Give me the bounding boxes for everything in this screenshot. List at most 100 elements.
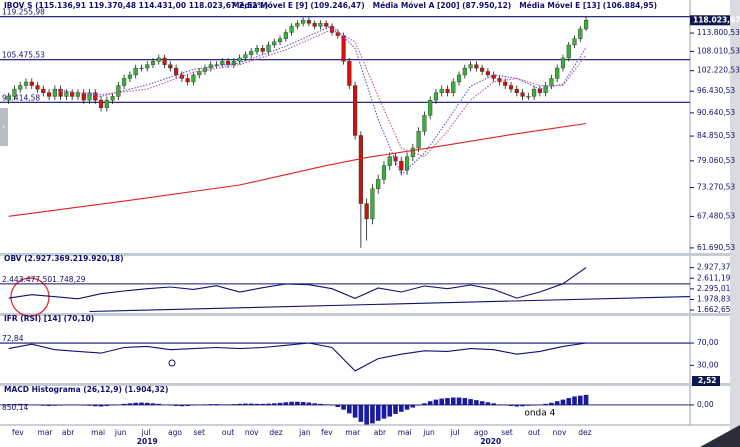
candle-body	[445, 88, 450, 93]
candle-body	[70, 92, 75, 97]
panel-title: IBOV S (115.136,91 119.370,48 114.431,00…	[4, 1, 268, 10]
x-tick-label: ago	[474, 428, 488, 437]
histogram-bar	[468, 399, 473, 405]
histogram-bar	[92, 404, 98, 407]
histogram-bar	[543, 403, 548, 405]
candle-body	[220, 61, 225, 65]
candle-body	[468, 64, 473, 69]
candle-body	[555, 67, 560, 79]
candle-body	[127, 74, 132, 79]
candle-body	[456, 74, 462, 83]
candle-body	[508, 85, 514, 90]
histogram-bar	[150, 403, 156, 405]
side-bar	[730, 0, 740, 447]
candle-body	[514, 88, 519, 93]
histogram-bar	[560, 399, 566, 405]
candle-body	[306, 20, 311, 24]
histogram-bar	[156, 403, 162, 405]
histogram-bar	[352, 404, 358, 418]
candle-body	[243, 54, 248, 59]
panel-title: OBV (2.927.369.219.920,18)	[4, 254, 124, 263]
candle-body	[150, 61, 156, 65]
candle-body	[324, 23, 329, 27]
histogram-bar	[173, 404, 179, 406]
histogram-bar	[427, 401, 433, 405]
histogram-bar	[139, 402, 144, 405]
candle-body	[12, 88, 17, 97]
candle-body	[578, 28, 583, 39]
last-price-box	[690, 15, 730, 26]
histogram-bar	[577, 395, 583, 405]
marker-circle	[168, 359, 176, 367]
candle-body	[266, 44, 271, 52]
candle-body	[87, 92, 92, 101]
x-tick-label: ago	[168, 428, 182, 437]
candle-body	[6, 96, 11, 101]
candle-body	[497, 78, 502, 83]
left-label: 850,14	[2, 403, 28, 412]
candle-body	[526, 96, 531, 98]
histogram-bar	[381, 404, 387, 419]
x-tick-label: set	[193, 428, 205, 437]
histogram-bar	[127, 403, 133, 405]
candle-body	[451, 81, 456, 93]
x-tick-label: jul	[450, 428, 460, 437]
x-tick-label: nov	[245, 428, 259, 437]
series-line	[54, 25, 587, 176]
x-tick-label: jul	[141, 428, 151, 437]
candle-body	[81, 92, 86, 101]
candle-body	[133, 67, 138, 76]
histogram-bar	[289, 401, 294, 405]
candle-body	[543, 85, 548, 93]
x-tick-label: mar	[38, 428, 54, 437]
legend-entry: Média Móvel E [13] (106.884,95)	[519, 1, 657, 10]
candle-body	[439, 88, 444, 93]
badge-label: 2,52	[698, 376, 717, 385]
candle-body	[381, 165, 387, 180]
candle-body	[295, 23, 300, 27]
histogram-bar	[358, 404, 364, 422]
y-tick-label: 0,00	[697, 400, 714, 409]
candle-body	[139, 67, 144, 70]
histogram-bar	[300, 402, 306, 405]
level-label: 2.443.477.501.748,29	[2, 275, 86, 284]
histogram-bar	[520, 404, 525, 407]
x-tick-label: set	[501, 428, 513, 437]
histogram-bar	[456, 397, 462, 405]
side-tab[interactable]	[0, 108, 8, 146]
candle-body	[358, 135, 363, 204]
histogram-bar	[583, 394, 589, 405]
histogram-bar	[144, 402, 150, 405]
candle-body	[168, 64, 173, 69]
histogram-bar	[479, 401, 485, 405]
candle-body	[572, 38, 577, 46]
x-tick-label: dez	[269, 428, 282, 437]
candle-body	[560, 57, 566, 69]
annotation-box	[522, 407, 558, 420]
x-tick-label: dez	[578, 428, 591, 437]
histogram-bar	[445, 398, 450, 405]
histogram-bar	[393, 404, 398, 414]
histogram-bar	[514, 404, 520, 407]
candle-body	[329, 26, 335, 33]
histogram-bar	[462, 398, 468, 405]
histogram-bar	[370, 404, 375, 424]
candle-body	[98, 99, 104, 108]
candle-body	[485, 71, 490, 76]
histogram-bar	[260, 403, 266, 405]
histogram-bar	[566, 398, 572, 405]
histogram-bar	[422, 403, 427, 405]
candle-body	[162, 57, 167, 65]
histogram-bar	[375, 404, 381, 421]
histogram-bar	[312, 403, 317, 405]
y-tick-label: 1.978,83	[697, 294, 731, 303]
y-tick-label: 90.640,53	[697, 108, 735, 117]
corner	[700, 425, 740, 447]
candle-body	[110, 96, 115, 101]
histogram-bar	[185, 404, 190, 406]
histogram-bar	[318, 403, 323, 405]
candle-body	[462, 67, 467, 76]
candle-body	[272, 41, 277, 46]
histogram-bar	[104, 404, 110, 406]
